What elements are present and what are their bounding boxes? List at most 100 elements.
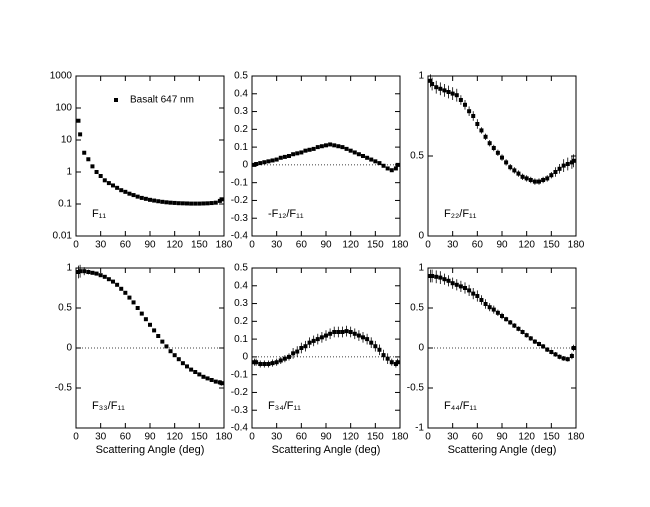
- point: [483, 134, 488, 139]
- point: [385, 356, 390, 361]
- y-tick-label: -0.5: [55, 383, 73, 394]
- point: [274, 157, 279, 162]
- point: [197, 372, 202, 377]
- point: [324, 143, 328, 148]
- y-tick-label: -0.4: [231, 423, 249, 434]
- x-tick-label: 30: [447, 432, 459, 443]
- point: [119, 188, 124, 193]
- y-tick-label: -0.2: [231, 195, 249, 206]
- point: [467, 109, 472, 114]
- point: [537, 342, 541, 346]
- point: [348, 330, 353, 334]
- point: [164, 344, 169, 349]
- point: [164, 200, 169, 205]
- x-tick-label: 150: [543, 432, 560, 443]
- point: [545, 347, 550, 352]
- point: [319, 335, 324, 340]
- point: [365, 155, 370, 160]
- x-tick-label: 90: [496, 432, 508, 443]
- point: [532, 179, 537, 184]
- point: [213, 200, 218, 205]
- x-tick-label: 0: [249, 432, 255, 443]
- point: [344, 329, 349, 334]
- point: [172, 200, 177, 205]
- point: [180, 201, 185, 206]
- x-tick-label: 150: [367, 432, 384, 443]
- y-tick-label: 0.5: [234, 71, 248, 82]
- point: [512, 323, 517, 328]
- y-tick-label: 1000: [50, 71, 73, 82]
- point: [319, 144, 324, 149]
- point: [287, 154, 291, 158]
- y-tick-label: -0.3: [231, 405, 249, 416]
- point: [127, 295, 132, 300]
- y-tick-label: -1: [415, 423, 424, 434]
- point: [139, 311, 144, 316]
- point: [278, 155, 283, 160]
- x-tick-label: 30: [271, 240, 283, 251]
- point: [315, 337, 320, 342]
- x-tick-label: 0: [249, 240, 255, 251]
- point: [356, 152, 361, 157]
- point: [532, 339, 537, 344]
- point: [111, 183, 115, 188]
- point: [94, 271, 99, 276]
- x-tick-label: 120: [342, 240, 359, 251]
- point: [450, 91, 455, 96]
- x-tick-label: 180: [392, 240, 409, 251]
- point: [274, 360, 279, 365]
- point: [148, 197, 152, 202]
- point: [152, 198, 157, 203]
- point: [185, 364, 189, 369]
- point: [209, 378, 214, 382]
- point: [520, 174, 525, 179]
- point: [311, 146, 316, 151]
- y-tick-label: 10: [61, 135, 73, 146]
- point: [219, 197, 224, 202]
- x-tick-label: 90: [496, 240, 508, 251]
- point: [352, 331, 357, 336]
- x-tick-label: 180: [568, 432, 585, 443]
- y-tick-label: 0.2: [234, 316, 248, 327]
- point: [139, 195, 144, 200]
- y-tick-label: 0: [242, 160, 248, 171]
- point: [516, 326, 521, 331]
- point: [528, 178, 533, 182]
- point: [270, 158, 275, 163]
- point: [495, 150, 500, 155]
- point: [303, 148, 308, 153]
- y-tick-label: 0.4: [234, 280, 248, 291]
- point: [561, 356, 566, 361]
- point: [524, 176, 529, 181]
- point: [262, 160, 267, 165]
- point: [446, 90, 451, 94]
- y-tick-label: 1: [66, 167, 72, 178]
- y-tick-label: 0.2: [234, 124, 248, 135]
- point: [537, 179, 541, 184]
- y-tick-label: 1: [418, 71, 424, 82]
- point: [381, 163, 386, 168]
- point: [131, 193, 136, 198]
- x-tick-label: 30: [95, 432, 107, 443]
- x-tick-label: 120: [342, 432, 359, 443]
- point: [282, 154, 287, 159]
- point: [205, 201, 210, 206]
- y-tick-label: 1: [418, 263, 424, 274]
- point: [491, 307, 496, 312]
- y-tick-label: 100: [55, 103, 72, 114]
- point: [361, 154, 365, 158]
- x-tick-label: 30: [271, 432, 283, 443]
- point: [328, 142, 333, 147]
- point: [197, 201, 202, 206]
- point: [475, 122, 480, 126]
- point: [528, 336, 533, 341]
- point: [115, 185, 120, 190]
- point: [428, 78, 433, 83]
- point: [340, 330, 345, 334]
- point: [381, 353, 386, 358]
- point: [504, 160, 509, 165]
- panel-label: -F₁₂/F₁₁: [268, 208, 304, 220]
- point: [106, 181, 111, 186]
- point: [446, 278, 451, 283]
